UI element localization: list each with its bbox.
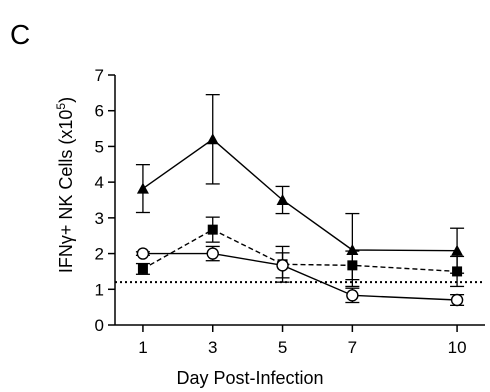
y-axis-title-main: IFNγ+ NK Cells (x10 bbox=[56, 110, 76, 274]
x-tick-label: 5 bbox=[278, 338, 287, 357]
data-point-square bbox=[207, 224, 218, 235]
y-tick-label: 6 bbox=[95, 102, 104, 121]
y-tick-label: 1 bbox=[95, 280, 104, 299]
data-point-triangle bbox=[276, 194, 289, 205]
y-tick-label: 7 bbox=[95, 66, 104, 85]
y-tick-label: 5 bbox=[95, 137, 104, 156]
data-point-square bbox=[137, 263, 148, 274]
data-point-square bbox=[452, 266, 463, 277]
data-point-triangle bbox=[136, 182, 149, 194]
data-point-circle bbox=[206, 247, 219, 260]
series-2 bbox=[135, 216, 465, 288]
y-axis-title: IFNγ+ NK Cells (x105) bbox=[54, 97, 76, 273]
data-point-triangle bbox=[451, 244, 464, 256]
y-tick-label: 3 bbox=[95, 209, 104, 228]
x-tick-label: 10 bbox=[448, 338, 467, 357]
data-point-triangle bbox=[346, 244, 359, 255]
series-line bbox=[142, 138, 458, 252]
plot-area: 0 1 2 3 4 5 6 7 1 3 5 7 10 bbox=[95, 66, 485, 357]
y-tick-label: 0 bbox=[95, 316, 104, 335]
y-axis-title-close: ) bbox=[56, 97, 76, 103]
data-point-circle bbox=[450, 293, 464, 307]
data-point-square bbox=[347, 260, 358, 271]
data-point-circle bbox=[136, 247, 150, 260]
series-line bbox=[142, 252, 458, 301]
data-point-triangle bbox=[206, 133, 219, 145]
series-1 bbox=[135, 93, 465, 288]
x-tick-label: 1 bbox=[138, 338, 147, 357]
panel-label: C bbox=[10, 19, 30, 50]
y-tick-label: 2 bbox=[95, 245, 104, 264]
y-tick-label: 4 bbox=[95, 173, 104, 192]
x-tick-label: 3 bbox=[208, 338, 217, 357]
data-point-circle bbox=[276, 259, 289, 272]
x-tick-label: 7 bbox=[348, 338, 357, 357]
series-3 bbox=[135, 245, 465, 307]
y-axis-title-exponent: 5 bbox=[54, 103, 68, 110]
data-point-circle bbox=[346, 289, 359, 302]
x-axis-title: Day Post-Infection bbox=[176, 368, 323, 388]
